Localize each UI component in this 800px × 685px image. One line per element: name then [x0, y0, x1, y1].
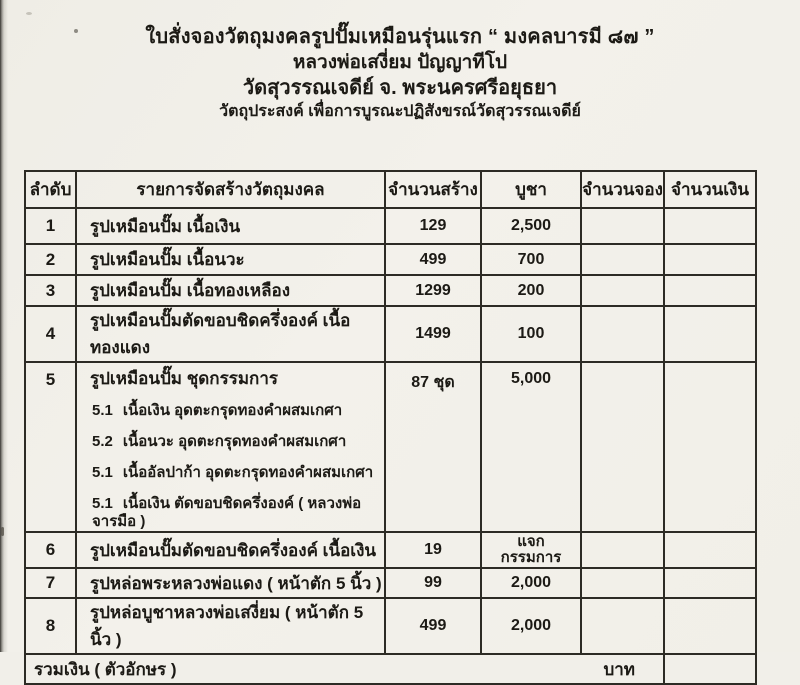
row-number: 7 — [24, 567, 77, 599]
sub-item-number: 5.1 — [92, 464, 113, 481]
item-name: รูปเหมือนปั๊มตัดขอบชิดครึ่งองค์ เนื้อทอง… — [75, 305, 386, 363]
row-number: 8 — [24, 597, 77, 655]
amount-cell — [663, 207, 757, 245]
item-name: รูปหล่อพระหลวงพ่อแดง ( หน้าตัก 5 นิ้ว ) — [75, 567, 386, 599]
temple-name: วัดสุวรรณเจดีย์ จ. พระนครศรีอยุธยา — [242, 77, 558, 99]
table-row: 6 รูปเหมือนปั๊มตัดขอบชิดครึ่งองค์ เนื้อเ… — [24, 531, 757, 569]
sub-item: 5.2 เนื้อนวะ อุดตะกรุดทองคำผสมเกศา — [90, 433, 383, 451]
item-name: รูปเหมือนปั๊มตัดขอบชิดครึ่งองค์ เนื้อเงิ… — [75, 531, 386, 569]
col-header-price: บูชา — [480, 170, 582, 209]
sub-item-text: เนื้อเงิน อุดตะกรุดทองคำผสมเกศา — [122, 402, 343, 419]
sub-item-number: 5.1 — [92, 495, 113, 512]
reserved-cell — [580, 243, 665, 276]
quantity-made: 87 ชุด — [384, 361, 482, 533]
table-footer-row: รวมเงิน ( ตัวอักษร ) บาท — [24, 653, 757, 685]
sub-item: 5.1 เนื้ออัลปาก้า อุดตะกรุดทองคำผสมเกศา — [90, 464, 383, 482]
item-name: รูปเหมือนปั๊ม เนื้อทองเหลือง — [75, 274, 386, 307]
table-row: 8 รูปหล่อบูชาหลวงพ่อเสงี่ยม ( หน้าตัก 5 … — [24, 597, 757, 655]
sub-item-text: เนื้อเงิน ตัดขอบชิดครึ่งองค์ ( หลวงพ่อจา… — [92, 495, 362, 530]
col-header-amount: จำนวนเงิน — [663, 170, 757, 209]
baht-unit-label: บาท — [603, 659, 635, 679]
table-row: 1 รูปเหมือนปั๊ม เนื้อเงิน 129 2,500 — [24, 207, 757, 245]
reserved-cell — [580, 207, 665, 245]
total-label: รวมเงิน ( ตัวอักษร ) — [34, 659, 177, 679]
reserved-cell — [580, 597, 665, 655]
monk-name: หลวงพ่อเสงี่ยม ปัญญาทีโป — [292, 52, 508, 73]
total-amount-cell — [663, 653, 757, 685]
document-title: ใบสั่งจองวัตถุมงคลรูปปั๊มเหมือนรุ่นแรก “… — [145, 26, 655, 48]
total-cell: รวมเงิน ( ตัวอักษร ) บาท — [24, 653, 665, 685]
row-number: 5 — [24, 361, 77, 533]
row-number: 2 — [24, 243, 77, 276]
price-value: 5,000 — [480, 361, 582, 533]
quantity-made: 19 — [384, 531, 482, 569]
scan-speck — [26, 12, 32, 15]
row-number: 3 — [24, 274, 77, 307]
price-value: 200 — [480, 274, 582, 307]
item-name-group: รูปเหมือนปั๊ม ชุดกรรมการ 5.1 เนื้อเงิน อุ… — [75, 361, 386, 533]
reserved-cell — [580, 567, 665, 599]
quantity-made: 1499 — [384, 305, 482, 363]
table-row: 3 รูปเหมือนปั๊ม เนื้อทองเหลือง 1299 200 — [24, 274, 757, 307]
amount-cell — [663, 597, 757, 655]
item-name: รูปเหมือนปั๊ม ชุดกรรมการ — [90, 369, 279, 388]
reserved-cell — [580, 531, 665, 569]
sub-item: 5.1 เนื้อเงิน อุดตะกรุดทองคำผสมเกศา — [90, 402, 383, 420]
amount-cell — [663, 531, 757, 569]
sub-item-number: 5.2 — [92, 433, 113, 450]
price-value: 2,000 — [480, 597, 582, 655]
col-header-reserved: จำนวนจอง — [580, 170, 665, 209]
price-value: 2,000 — [480, 567, 582, 599]
row-number: 1 — [24, 207, 77, 245]
amount-cell — [663, 567, 757, 599]
table-header-row: ลำดับ รายการจัดสร้างวัตถุมงคล จำนวนสร้าง… — [24, 170, 757, 209]
price-value: 700 — [480, 243, 582, 276]
order-table: ลำดับ รายการจัดสร้างวัตถุมงคล จำนวนสร้าง… — [24, 170, 757, 685]
reserved-cell — [580, 305, 665, 363]
purpose-line: วัตถุประสงค์ เพื่อการบูรณะปฏิสังขรณ์วัดส… — [219, 103, 581, 120]
document-header: ใบสั่งจองวัตถุมงคลรูปปั๊มเหมือนรุ่นแรก “… — [0, 24, 800, 122]
item-name: รูปหล่อบูชาหลวงพ่อเสงี่ยม ( หน้าตัก 5 นิ… — [75, 597, 386, 655]
quantity-made: 99 — [384, 567, 482, 599]
scan-speck — [74, 29, 78, 33]
row-number: 6 — [24, 531, 77, 569]
col-header-made: จำนวนสร้าง — [384, 170, 482, 209]
row-number: 4 — [24, 305, 77, 363]
item-name: รูปเหมือนปั๊ม เนื้อนวะ — [75, 243, 386, 276]
sub-item-text: เนื้อนวะ อุดตะกรุดทองคำผสมเกศา — [122, 433, 347, 450]
sub-item: 5.1 เนื้อเงิน ตัดขอบชิดครึ่งองค์ ( หลวงพ่… — [90, 495, 383, 530]
amount-cell — [663, 274, 757, 307]
reserved-cell — [580, 361, 665, 533]
reserved-cell — [580, 274, 665, 307]
quantity-made: 129 — [384, 207, 482, 245]
price-note: แจก กรรมการ — [500, 533, 562, 566]
quantity-made: 499 — [384, 243, 482, 276]
amount-cell — [663, 361, 757, 533]
table-row-committee-set: 5 รูปเหมือนปั๊ม ชุดกรรมการ 5.1 เนื้อเงิน … — [24, 361, 757, 533]
table-row: 7 รูปหล่อพระหลวงพ่อแดง ( หน้าตัก 5 นิ้ว … — [24, 567, 757, 599]
quantity-made: 499 — [384, 597, 482, 655]
item-name: รูปเหมือนปั๊ม เนื้อเงิน — [75, 207, 386, 245]
sub-item-text: เนื้ออัลปาก้า อุดตะกรุดทองคำผสมเกศา — [122, 464, 374, 481]
sub-item-number: 5.1 — [92, 402, 113, 419]
col-header-item: รายการจัดสร้างวัตถุมงคล — [75, 170, 386, 209]
col-header-no: ลำดับ — [24, 170, 77, 209]
price-value: 2,500 — [480, 207, 582, 245]
quantity-made: 1299 — [384, 274, 482, 307]
price-value: แจก กรรมการ — [480, 531, 582, 569]
amount-cell — [663, 305, 757, 363]
table-row: 2 รูปเหมือนปั๊ม เนื้อนวะ 499 700 — [24, 243, 757, 276]
amount-cell — [663, 243, 757, 276]
price-value: 100 — [480, 305, 582, 363]
table-row: 4 รูปเหมือนปั๊มตัดขอบชิดครึ่งองค์ เนื้อท… — [24, 305, 757, 363]
scan-speck — [1, 527, 4, 536]
